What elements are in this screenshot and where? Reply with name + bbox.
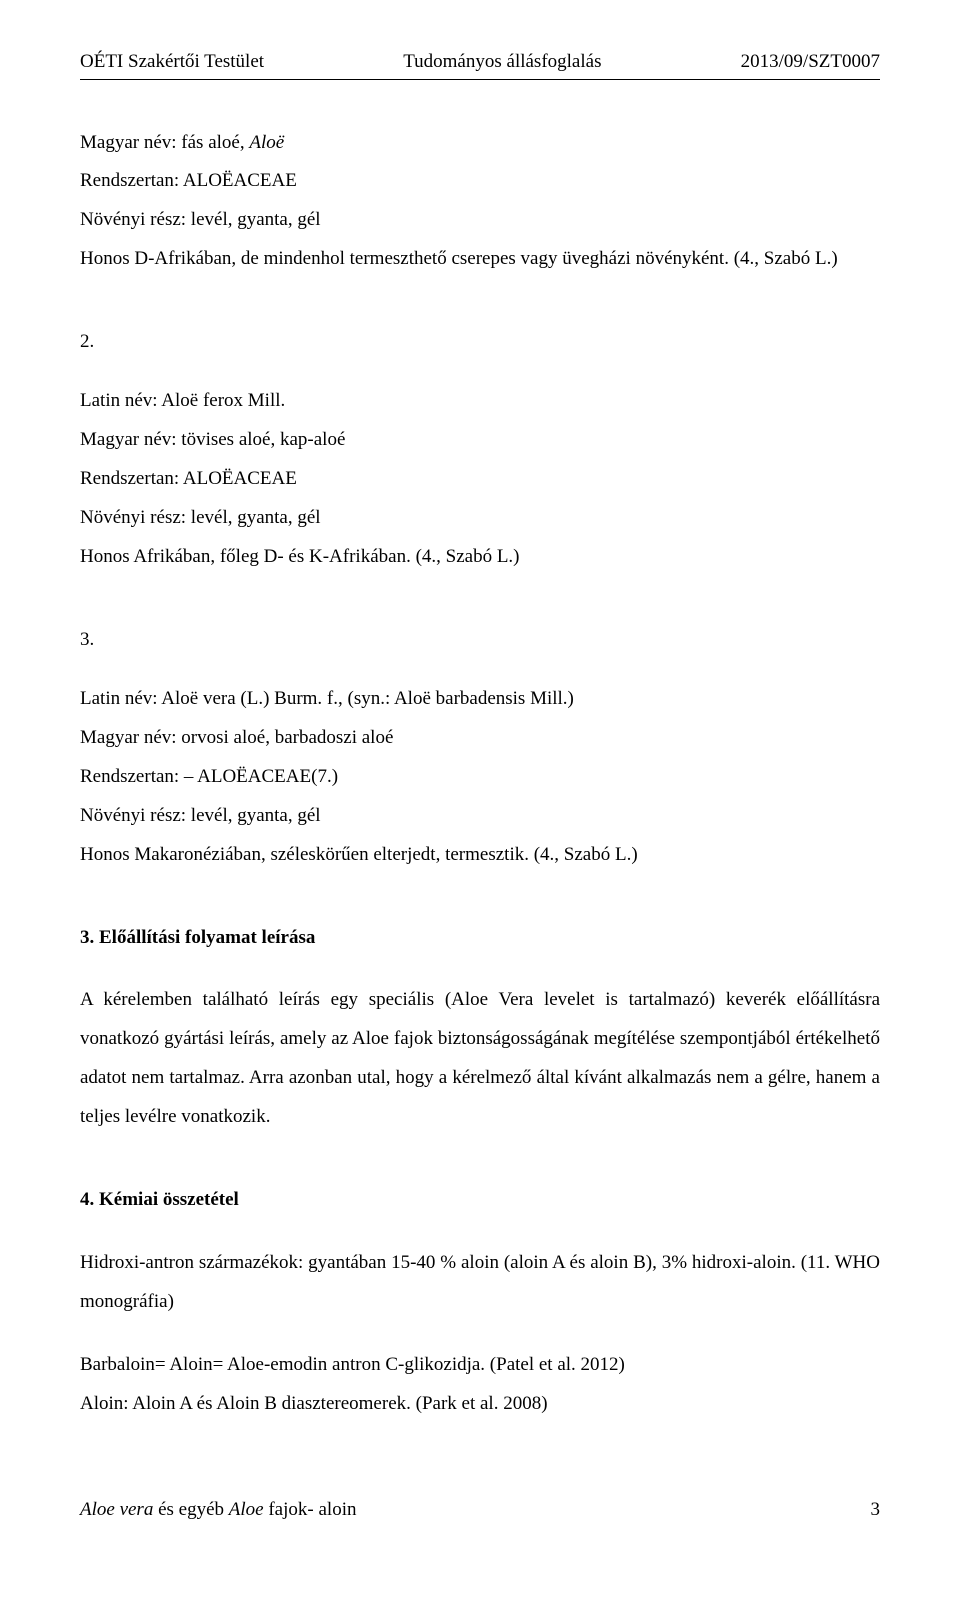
entry-3-number: 3.	[80, 621, 880, 660]
entry-3-line-5: Honos Makaronéziában, széleskörűen elter…	[80, 836, 880, 875]
entry-1-line-1: Magyar név: fás aloé, Aloë	[80, 124, 880, 163]
section-3-title: 3. Előállítási folyamat leírása	[80, 919, 880, 958]
section-4-line-2: Barbaloin= Aloin= Aloe-emodin antron C-g…	[80, 1346, 880, 1385]
entry-2-line-2: Magyar név: tövises aloé, kap-aloé	[80, 421, 880, 460]
footer-left-italic-1: Aloe vera	[80, 1499, 158, 1520]
entry-2-number: 2.	[80, 323, 880, 362]
section-4-title: 4. Kémiai összetétel	[80, 1181, 880, 1220]
page-number: 3	[871, 1496, 881, 1525]
entry-1-line-3: Növényi rész: levél, gyanta, gél	[80, 201, 880, 240]
entry-3-line-4: Növényi rész: levél, gyanta, gél	[80, 797, 880, 836]
entry-1-line-1a: Magyar név: fás aloé,	[80, 132, 249, 153]
entry-2-line-4: Növényi rész: levél, gyanta, gél	[80, 499, 880, 538]
entry-3-line-1: Latin név: Aloë vera (L.) Burm. f., (syn…	[80, 680, 880, 719]
entry-1: Magyar név: fás aloé, Aloë Rendszertan: …	[80, 124, 880, 280]
section-4: 4. Kémiai összetétel Hidroxi-antron szár…	[80, 1181, 880, 1424]
footer-left: Aloe vera és egyéb Aloe fajok- aloin	[80, 1496, 356, 1525]
document-header: OÉTI Szakértői Testület Tudományos állás…	[80, 48, 880, 80]
footer-left-plain-2: fajok- aloin	[268, 1499, 356, 1520]
entry-2-line-1: Latin név: Aloë ferox Mill.	[80, 382, 880, 421]
section-4-line-3: Aloin: Aloin A és Aloin B diasztereomere…	[80, 1385, 880, 1424]
entry-2-line-5: Honos Afrikában, főleg D- és K-Afrikában…	[80, 538, 880, 577]
entry-3-line-3: Rendszertan: – ALOËACEAE(7.)	[80, 758, 880, 797]
entry-1-line-2: Rendszertan: ALOËACEAE	[80, 162, 880, 201]
entry-3-line-2: Magyar név: orvosi aloé, barbadoszi aloé	[80, 719, 880, 758]
header-center: Tudományos állásfoglalás	[403, 48, 601, 77]
header-left: OÉTI Szakértői Testület	[80, 48, 264, 77]
section-3: 3. Előállítási folyamat leírása A kérele…	[80, 919, 880, 1138]
footer-left-italic-2: Aloe	[229, 1499, 269, 1520]
entry-1-line-4: Honos D-Afrikában, de mindenhol termeszt…	[80, 240, 880, 279]
document-footer: Aloe vera és egyéb Aloe fajok- aloin 3	[80, 1496, 880, 1525]
header-right: 2013/09/SZT0007	[741, 48, 880, 77]
entry-3: Latin név: Aloë vera (L.) Burm. f., (syn…	[80, 680, 880, 875]
section-3-body: A kérelemben található leírás egy speciá…	[80, 981, 880, 1137]
entry-2: Latin név: Aloë ferox Mill. Magyar név: …	[80, 382, 880, 577]
section-4-line-1: Hidroxi-antron származékok: gyantában 15…	[80, 1244, 880, 1322]
entry-1-line-1b: Aloë	[249, 132, 284, 153]
entry-2-line-3: Rendszertan: ALOËACEAE	[80, 460, 880, 499]
footer-left-plain-1: és egyéb	[158, 1499, 229, 1520]
